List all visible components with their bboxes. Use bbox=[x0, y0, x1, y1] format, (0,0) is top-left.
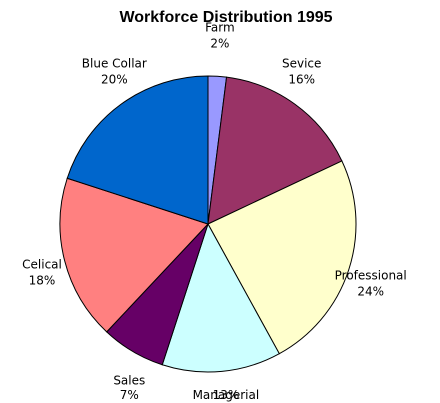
slice-value-sevice: 16% bbox=[288, 72, 315, 86]
slice-value-managerial: 13% bbox=[213, 388, 240, 402]
pie-slice-managerial bbox=[161, 222, 280, 373]
pie-slice-professional bbox=[207, 160, 357, 355]
slice-label-farm: Farm bbox=[205, 20, 235, 34]
slice-label-blue-collar: Blue Collar bbox=[82, 56, 147, 70]
slice-value-blue-collar: 20% bbox=[101, 72, 128, 86]
slice-value-celical: 18% bbox=[29, 273, 56, 287]
slice-value-sales: 7% bbox=[120, 388, 139, 402]
pie-slice-sevice bbox=[207, 76, 343, 225]
chart-title: Workforce Distribution 1995 bbox=[119, 9, 332, 26]
slice-label-sevice: Sevice bbox=[282, 56, 321, 70]
slice-label-managerial: Managerial bbox=[193, 388, 260, 402]
slice-label-professional: Professional bbox=[335, 269, 407, 283]
slice-value-farm: 2% bbox=[210, 36, 229, 50]
pie-labels: Farm 2% Sevice 16% Professional 24% Managerial… bbox=[22, 20, 407, 402]
pie-slice-celical bbox=[59, 177, 209, 333]
pie-slice-blue-collar bbox=[66, 75, 209, 225]
slice-label-sales: Sales bbox=[113, 374, 145, 388]
slice-label-celical: Celical bbox=[22, 257, 62, 271]
pie-slices bbox=[59, 75, 357, 373]
slice-value-professional: 24% bbox=[357, 285, 384, 299]
